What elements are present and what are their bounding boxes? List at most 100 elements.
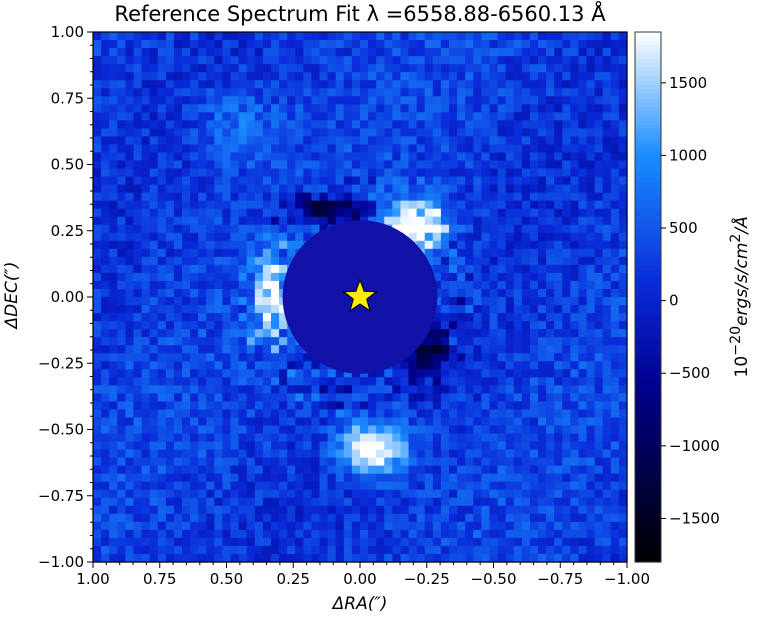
heatmap-cell — [465, 449, 474, 459]
heatmap-cell — [206, 208, 215, 218]
x-tick-label: −0.50 — [471, 570, 517, 588]
heatmap-cell — [578, 457, 588, 467]
heatmap-cell — [594, 232, 604, 242]
heatmap-cell — [262, 441, 272, 451]
heatmap-cell — [303, 489, 313, 499]
heatmap-cell — [473, 40, 482, 49]
heatmap-cell — [190, 513, 199, 523]
heatmap-cell — [376, 401, 385, 411]
heatmap-cell — [93, 128, 102, 137]
colorbar-segment — [635, 204, 661, 210]
heatmap-cell — [343, 521, 353, 531]
heatmap-cell — [109, 457, 118, 467]
heatmap-cell — [214, 64, 224, 73]
heatmap-cell — [125, 473, 135, 483]
heatmap-cell — [400, 449, 410, 459]
heatmap-cell — [109, 72, 118, 81]
heatmap-cell — [489, 48, 499, 57]
heatmap-cell — [198, 256, 207, 266]
heatmap-cell — [546, 136, 555, 146]
heatmap-cell — [570, 425, 580, 435]
heatmap-cell — [449, 216, 458, 226]
heatmap-cell — [489, 208, 499, 218]
heatmap-cell — [416, 433, 426, 443]
heatmap-cell — [546, 337, 555, 346]
heatmap-cell — [602, 553, 612, 563]
heatmap-cell — [311, 64, 321, 73]
heatmap-cell — [295, 56, 304, 65]
heatmap-cell — [214, 337, 224, 346]
heatmap-cell — [230, 513, 240, 523]
heatmap-cell — [602, 385, 612, 394]
heatmap-cell — [165, 345, 175, 354]
heatmap-cell — [93, 425, 102, 435]
heatmap-cell — [222, 208, 232, 218]
heatmap-cell — [521, 176, 531, 186]
heatmap-cell — [376, 377, 385, 386]
heatmap-cell — [101, 345, 110, 354]
heatmap-cell — [570, 329, 580, 338]
heatmap-cell — [473, 72, 482, 81]
heatmap-cell — [206, 72, 215, 81]
heatmap-cell — [165, 417, 175, 427]
heatmap-cell — [473, 513, 482, 523]
heatmap-cell — [376, 216, 385, 226]
heatmap-cell — [400, 128, 410, 137]
heatmap-cell — [368, 449, 377, 459]
heatmap-cell — [141, 56, 151, 65]
heatmap-cell — [182, 128, 191, 137]
heatmap-cell — [360, 545, 369, 555]
heatmap-cell — [157, 176, 167, 186]
heatmap-cell — [254, 208, 264, 218]
heatmap-cell — [594, 489, 604, 499]
heatmap-cell — [432, 441, 442, 451]
heatmap-cell — [400, 144, 410, 154]
heatmap-cell — [489, 64, 499, 73]
heatmap-cell — [578, 337, 588, 346]
heatmap-cell — [198, 232, 207, 242]
heatmap-cell — [157, 489, 167, 499]
heatmap-cell — [335, 80, 345, 89]
heatmap-cell — [222, 537, 232, 547]
heatmap-cell — [554, 176, 563, 186]
heatmap-cell — [222, 168, 232, 178]
heatmap-cell — [465, 56, 474, 65]
heatmap-cell — [521, 232, 531, 242]
heatmap-cell — [489, 457, 499, 467]
heatmap-cell — [481, 104, 491, 113]
heatmap-cell — [384, 521, 393, 531]
heatmap-cell — [481, 537, 491, 547]
heatmap-cell — [271, 297, 280, 306]
heatmap-cell — [521, 184, 531, 194]
heatmap-cell — [287, 489, 296, 499]
heatmap-cell — [190, 72, 199, 81]
heatmap-cell — [238, 184, 248, 194]
heatmap-cell — [465, 80, 474, 89]
heatmap-cell — [230, 505, 240, 515]
heatmap-cell — [610, 240, 620, 250]
heatmap-cell — [505, 152, 515, 162]
heatmap-cell — [230, 417, 240, 427]
heatmap-cell — [319, 497, 329, 507]
heatmap-cell — [594, 393, 604, 402]
heatmap-cell — [473, 208, 482, 218]
heatmap-cell — [457, 232, 466, 242]
heatmap-cell — [432, 545, 442, 555]
heatmap-cell — [271, 401, 280, 411]
heatmap-cell — [400, 465, 410, 475]
heatmap-cell — [311, 473, 321, 483]
heatmap-cell — [392, 545, 402, 555]
heatmap-cell — [303, 48, 313, 57]
heatmap-cell — [157, 104, 167, 113]
heatmap-cell — [335, 385, 345, 394]
heatmap-cell — [457, 248, 466, 258]
heatmap-cell — [173, 152, 183, 162]
heatmap-cell — [343, 537, 353, 547]
heatmap-cell — [343, 449, 353, 459]
heatmap-cell — [165, 64, 175, 73]
heatmap-cell — [295, 184, 304, 194]
heatmap-cell — [416, 160, 426, 170]
heatmap-cell — [505, 232, 515, 242]
heatmap-cell — [440, 425, 450, 435]
heatmap-cell — [497, 361, 507, 370]
